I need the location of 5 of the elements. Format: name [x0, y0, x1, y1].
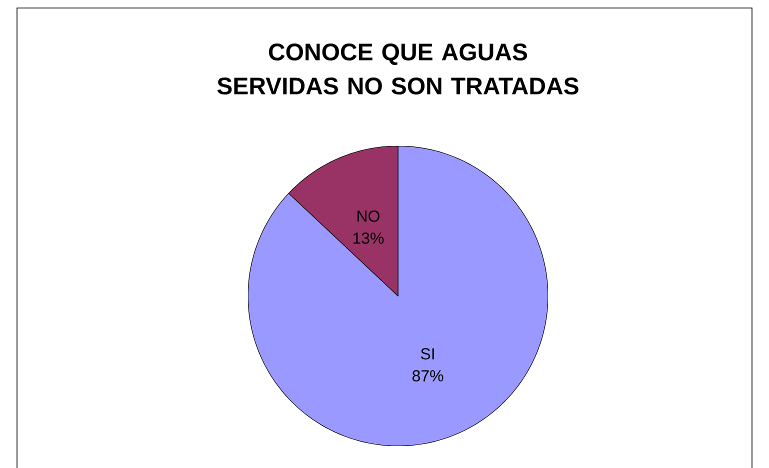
- data-label: 87%: [412, 370, 444, 382]
- chart-title: CONOCE QUE AGUAS SERVIDAS NO SON TRATADAS: [217, 44, 578, 95]
- data-label: 13%: [353, 232, 384, 244]
- slice-label: NO: [358, 210, 380, 222]
- slice-label: SI: [420, 348, 434, 360]
